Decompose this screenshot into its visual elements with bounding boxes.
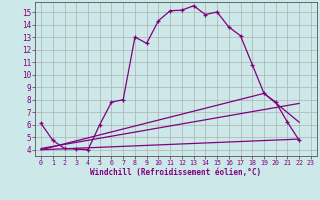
X-axis label: Windchill (Refroidissement éolien,°C): Windchill (Refroidissement éolien,°C) (91, 168, 261, 177)
